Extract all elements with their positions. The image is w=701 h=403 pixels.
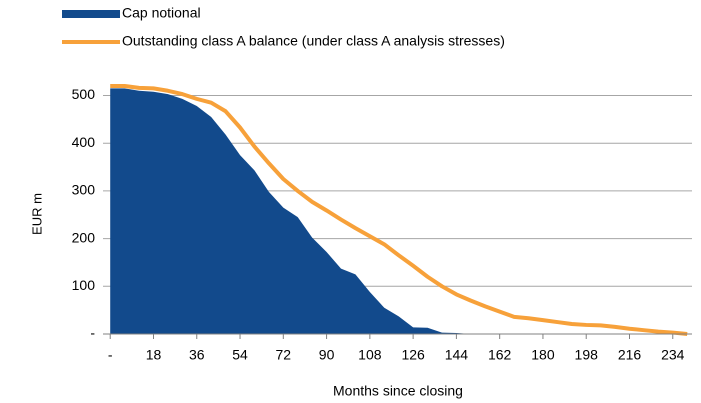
area [110, 88, 688, 334]
x-tick-label: 144 [445, 347, 469, 363]
x-tick-label: 180 [531, 347, 555, 363]
x-tick-label: 108 [358, 347, 382, 363]
x-tick-label: 18 [146, 347, 162, 363]
x-tick-label: 72 [276, 347, 292, 363]
legend-label: Outstanding class A balance (under class… [122, 33, 505, 49]
y-axis-title: EUR m [29, 193, 44, 235]
x-axis-title: Months since closing [333, 383, 463, 399]
x-tick-label: 90 [319, 347, 335, 363]
y-tick-label: 200 [72, 229, 96, 245]
y-tick-label: 100 [72, 277, 96, 293]
x-tick-label: 162 [488, 347, 512, 363]
x-tick-label: - [108, 347, 113, 363]
legend-swatch [62, 10, 120, 18]
y-tick-label: 400 [72, 134, 96, 150]
y-tick-label: 300 [72, 182, 96, 198]
x-tick-label: 198 [575, 347, 599, 363]
x-tick-label: 216 [618, 347, 642, 363]
y-tick-label: - [90, 325, 95, 341]
y-tick-label: 500 [72, 86, 96, 102]
line [110, 84, 688, 336]
x-tick-label: 126 [401, 347, 425, 363]
x-tick-label: 36 [189, 347, 205, 363]
x-tick-label: 234 [661, 347, 685, 363]
legend-label: Cap notional [122, 5, 201, 21]
x-tick-label: 54 [232, 347, 248, 363]
